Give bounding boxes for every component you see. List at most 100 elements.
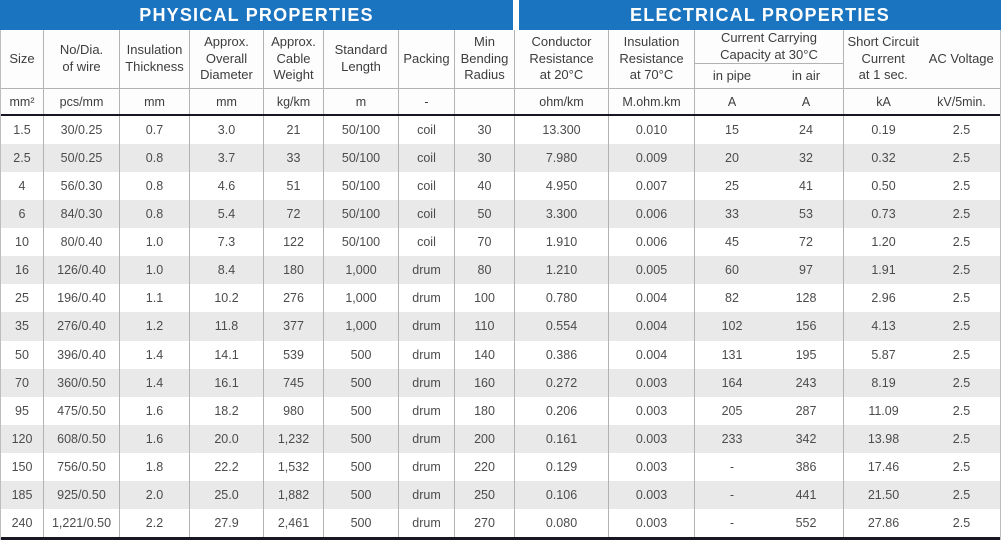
table-cell: 53	[769, 200, 843, 229]
table-cell: 1,000	[323, 256, 398, 285]
table-cell: 33	[694, 200, 769, 229]
table-cell: 0.009	[608, 144, 694, 173]
table-cell: 539	[263, 340, 323, 369]
table-cell: 20.0	[189, 424, 263, 453]
table-cell: 30/0.25	[43, 116, 119, 145]
table-cell: 925/0.50	[43, 480, 119, 509]
table-cell: 15	[694, 116, 769, 145]
table-cell: 500	[323, 396, 398, 425]
subcol-in-air: in air	[791, 67, 821, 83]
table-cell: 276	[263, 284, 323, 313]
table-cell: 120	[1, 424, 43, 453]
table-cell: 0.003	[608, 508, 694, 537]
table-cell: 500	[323, 508, 398, 537]
table-cell: coil	[398, 200, 454, 229]
table-cell: 2.2	[119, 508, 189, 537]
table-cell: 7.980	[514, 144, 608, 173]
table-cell: 1.0	[119, 228, 189, 257]
table-bottom-border	[1, 537, 1000, 540]
table-cell: 0.32	[843, 144, 923, 173]
table-cell: 1,000	[323, 284, 398, 313]
table-cell: -	[694, 480, 769, 509]
table-cell: 360/0.50	[43, 368, 119, 397]
table-cell: 0.006	[608, 200, 694, 229]
unit-short-circuit: kA	[843, 89, 923, 114]
table-cell: 41	[769, 172, 843, 201]
table-cell: 50/0.25	[43, 144, 119, 173]
table-cell: drum	[398, 368, 454, 397]
table-row: 16 126/0.40 1.0 8.4 180 1,000 drum 80 1.210 0.005…	[1, 256, 1000, 285]
table-cell: 11.09	[843, 396, 923, 425]
table-cell: 1.2	[119, 312, 189, 341]
table-cell: 40	[454, 172, 514, 201]
header-data-divider	[1, 114, 1000, 116]
col-header-conductor-resistance: Conductor Resistance at 20°C	[514, 30, 608, 88]
table-cell: 2.5	[923, 508, 1000, 537]
col-header-ac-voltage: AC Voltage	[928, 50, 994, 66]
table-cell: 156	[769, 312, 843, 341]
table-cell: drum	[398, 340, 454, 369]
table-cell: 500	[323, 424, 398, 453]
table-cell: 126/0.40	[43, 256, 119, 285]
table-row: 35 276/0.40 1.2 11.8 377 1,000 drum 110 0.554 0.0…	[1, 312, 1000, 341]
table-cell: 0.386	[514, 340, 608, 369]
unit-packing: -	[398, 89, 454, 114]
table-cell: 70	[1, 368, 43, 397]
table-cell: 270	[454, 508, 514, 537]
table-row: 1.5 30/0.25 0.7 3.0 21 50/100 coil 30 13.300 0.01…	[1, 116, 1000, 145]
table-cell: 21	[263, 116, 323, 145]
col-header-insulation-thickness: Insulation Thickness	[119, 30, 189, 88]
table-cell: coil	[398, 144, 454, 173]
table-cell: 240	[1, 508, 43, 537]
table-cell: 0.003	[608, 452, 694, 481]
table-cell: 0.004	[608, 340, 694, 369]
table-cell: 10.2	[189, 284, 263, 313]
table-cell: 396/0.40	[43, 340, 119, 369]
table-cell: 0.003	[608, 368, 694, 397]
table-cell: 500	[323, 340, 398, 369]
table-cell: 27.9	[189, 508, 263, 537]
table-cell: 1,882	[263, 480, 323, 509]
table-row: 120 608/0.50 1.6 20.0 1,232 500 drum 200 0.161 0.…	[1, 424, 1000, 453]
table-cell: 0.554	[514, 312, 608, 341]
table-cell: 441	[769, 480, 843, 509]
table-row: 70 360/0.50 1.4 16.1 745 500 drum 160 0.272 0.003…	[1, 368, 1000, 397]
table-cell: drum	[398, 480, 454, 509]
table-cell: 2.5	[923, 228, 1000, 257]
table-cell: 0.080	[514, 508, 608, 537]
table-cell: 45	[694, 228, 769, 257]
table-cell: 25	[1, 284, 43, 313]
table-cell: 0.780	[514, 284, 608, 313]
table-cell: 25.0	[189, 480, 263, 509]
table-cell: 0.161	[514, 424, 608, 453]
table-cell: 1,232	[263, 424, 323, 453]
table-cell: 1.8	[119, 452, 189, 481]
table-cell: 243	[769, 368, 843, 397]
table-cell: 0.73	[843, 200, 923, 229]
table-cell: 276/0.40	[43, 312, 119, 341]
table-cell: 80/0.40	[43, 228, 119, 257]
table-cell: 2.5	[923, 144, 1000, 173]
table-cell: 1.0	[119, 256, 189, 285]
table-cell: 1.4	[119, 368, 189, 397]
table-cell: 8.19	[843, 368, 923, 397]
table-cell: drum	[398, 396, 454, 425]
table-cell: 84/0.30	[43, 200, 119, 229]
table-row: 185 925/0.50 2.0 25.0 1,882 500 drum 250 0.106 0.…	[1, 480, 1000, 509]
table-cell: 1.6	[119, 396, 189, 425]
table-cell: 72	[769, 228, 843, 257]
unit-insulation-resistance: M.ohm.km	[608, 89, 694, 114]
table-cell: 233	[694, 424, 769, 453]
table-cell: 56/0.30	[43, 172, 119, 201]
table-cell: 500	[323, 480, 398, 509]
table-cell: 200	[454, 424, 514, 453]
table-cell: 60	[694, 256, 769, 285]
table-cell: 1.910	[514, 228, 608, 257]
table-cell: 2.0	[119, 480, 189, 509]
table-cell: 100	[454, 284, 514, 313]
physical-properties-title: PHYSICAL PROPERTIES	[0, 0, 513, 30]
data-rows: 1.5 30/0.25 0.7 3.0 21 50/100 coil 30 13.300 0.01…	[1, 116, 1000, 537]
table-cell: 1.6	[119, 424, 189, 453]
table-cell: 3.0	[189, 116, 263, 145]
table-row: 50 396/0.40 1.4 14.1 539 500 drum 140 0.386 0.004…	[1, 340, 1000, 369]
